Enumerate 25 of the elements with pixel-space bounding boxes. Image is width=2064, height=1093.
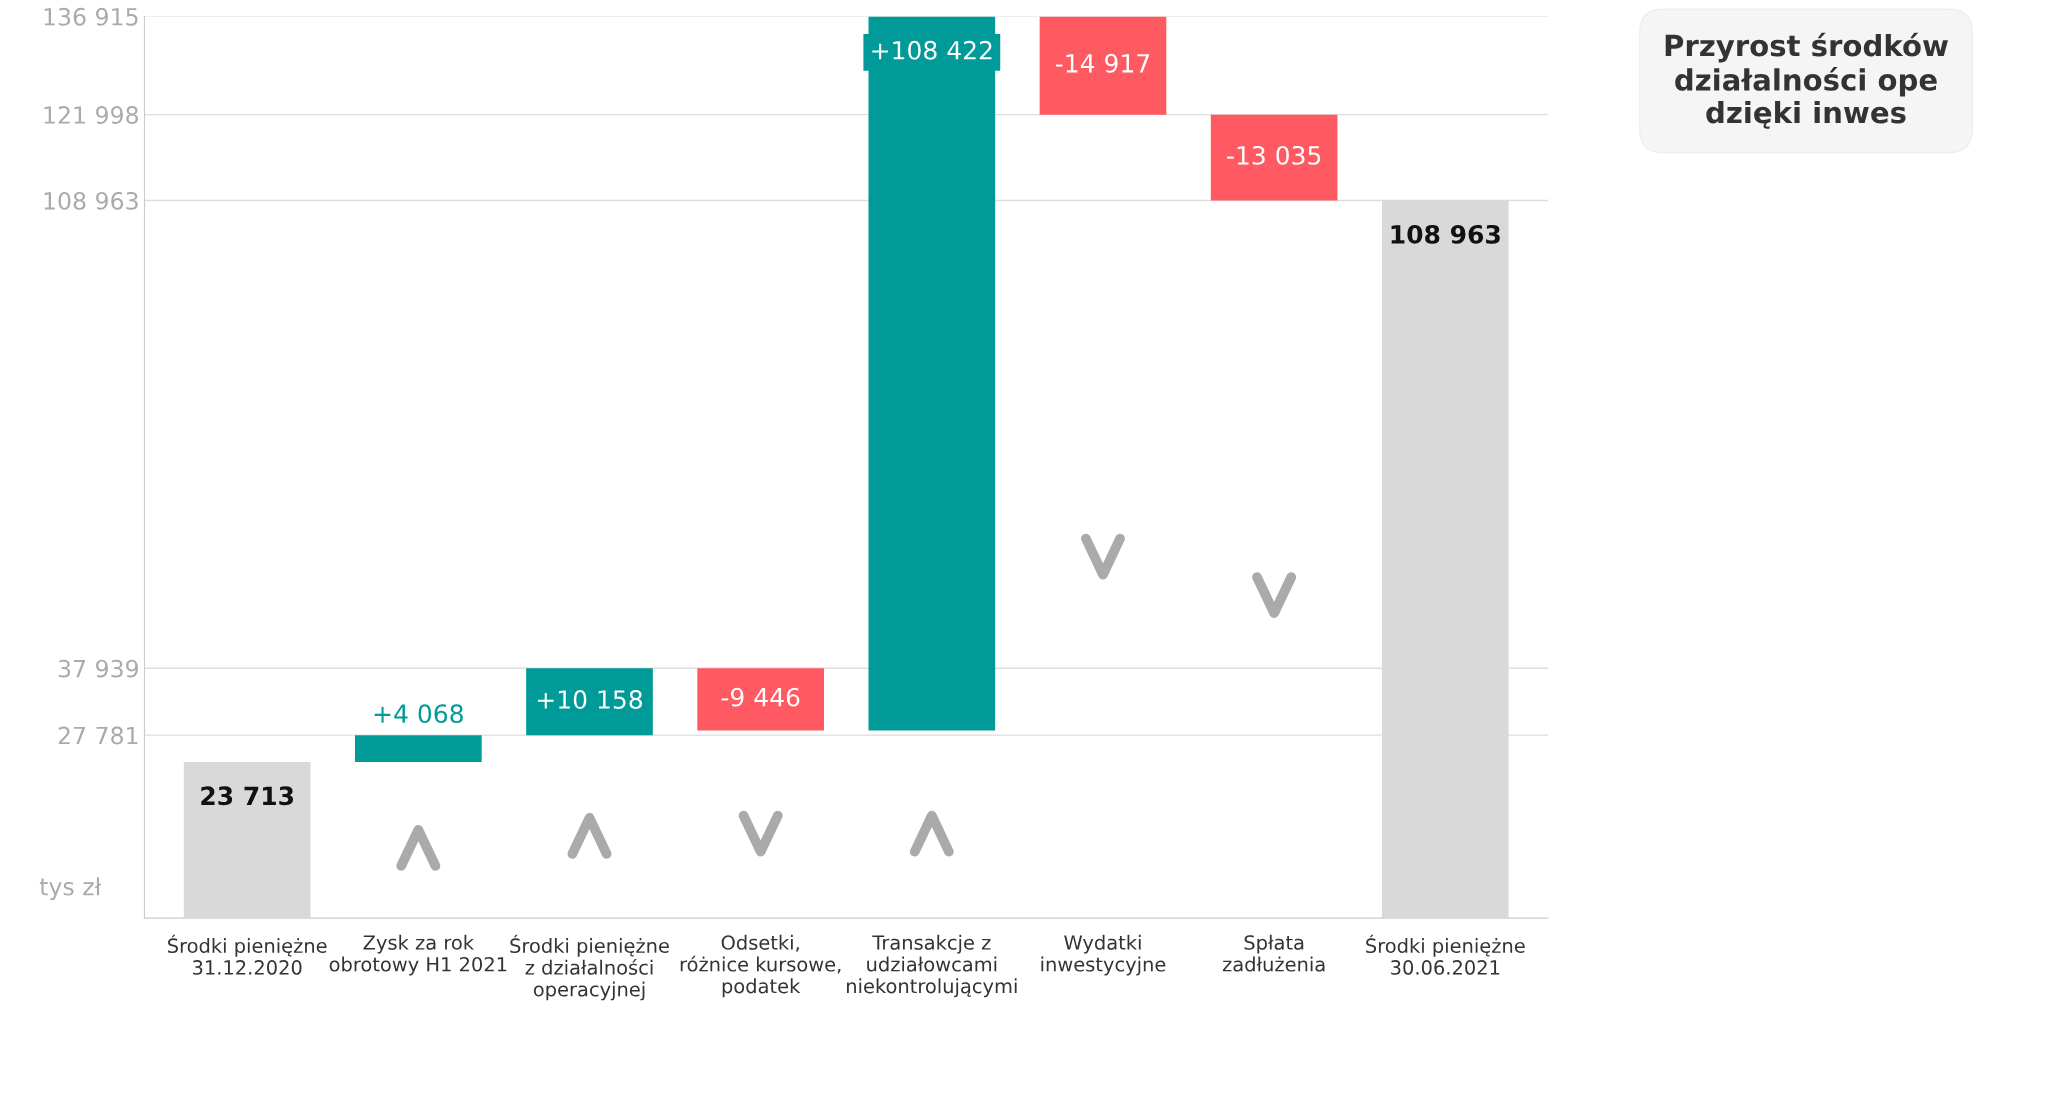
data-label: 108 963 (1391, 224, 1500, 244)
data-label: 23 713 (201, 786, 294, 806)
y-tick-label: 121 998 (44, 106, 138, 124)
bar (355, 735, 482, 762)
x-tick-label: Zysk za rok obrotowy H1 2021 (329, 934, 507, 976)
data-label: +108 422 (872, 40, 992, 60)
x-tick-label: Środki pieniężne 30.06.2021 (1366, 934, 1525, 975)
x-tick-label: Środki pieniężne 31.12.2020 (168, 934, 327, 975)
x-tick-label: Wydatki inwestycyjne (1041, 934, 1166, 976)
y-tick-label: 27 781 (58, 726, 138, 745)
data-label: +4 068 (374, 704, 463, 724)
text: Przyrost środków działalności ope dzięki inwes (1665, 32, 1948, 129)
data-label: -13 035 (1227, 145, 1321, 165)
data-label: -14 917 (1055, 53, 1150, 73)
y-tick-label: 136 915 (44, 7, 138, 26)
x-tick-label: Środki pieniężne z działalności operacyjnej (510, 934, 669, 1001)
data-label: -9 446 (721, 687, 800, 707)
x-tick-label: Odsetki, różnice kursowe, podatek (680, 934, 841, 998)
x-tick-label: Transakcje z udziałowcami niekontrolującymi (847, 934, 1017, 998)
data-label: +10 158 (537, 690, 642, 709)
y-axis-title: tys zł (39, 877, 102, 901)
bar (183, 761, 311, 919)
x-tick-label: Spłata zadłużenia (1222, 934, 1325, 972)
y-tick-label: 108 963 (44, 191, 138, 210)
y-tick-label: 37 939 (58, 659, 138, 678)
